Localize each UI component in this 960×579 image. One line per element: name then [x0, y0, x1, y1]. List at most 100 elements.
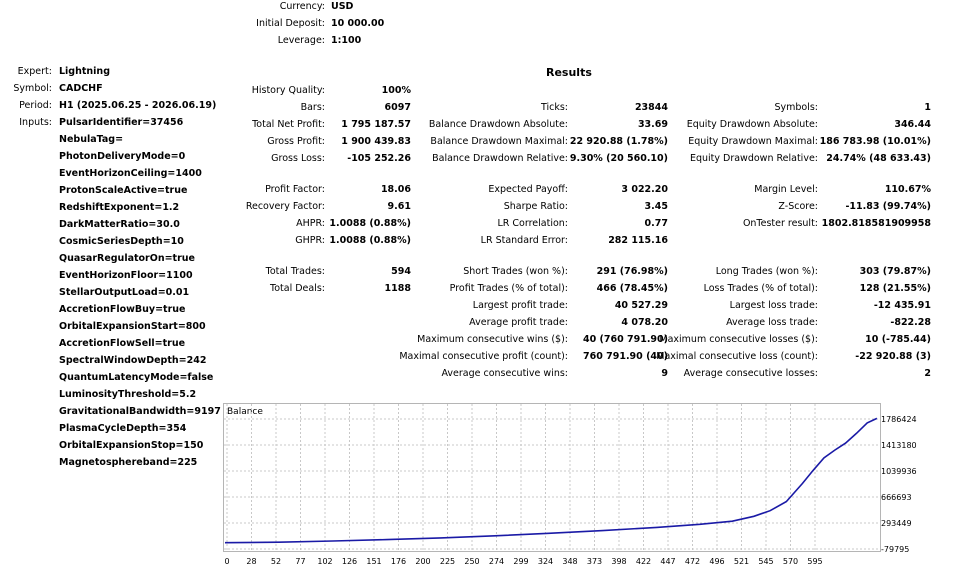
result-label: LR Standard Error:	[480, 235, 568, 246]
result-value: 1.0088 (0.88%)	[329, 218, 411, 229]
result-label: Gross Profit:	[267, 136, 325, 147]
input-parameter: AccretionFlowSell=true	[59, 338, 186, 349]
result-value: 303 (79.87%)	[859, 266, 931, 277]
result-label: GHPR:	[295, 235, 325, 246]
x-tick-label: 545	[758, 557, 773, 566]
x-tick-label: 77	[295, 557, 305, 566]
x-tick-label: 398	[611, 557, 626, 566]
result-label: Average loss trade:	[726, 317, 818, 328]
currency-label: Currency:	[279, 1, 325, 12]
input-parameter: CosmicSeriesDepth=10	[59, 236, 184, 247]
result-label: Profit Trades (% of total):	[449, 283, 568, 294]
input-parameter: GravitationalBandwidth=9197	[59, 406, 221, 417]
result-label: Margin Level:	[754, 184, 818, 195]
result-value: -105 252.26	[347, 153, 411, 164]
inputs-label: Inputs:	[19, 117, 52, 128]
result-label: Equity Drawdown Maximal:	[688, 136, 818, 147]
currency-value: USD	[331, 1, 354, 12]
result-label: Largest loss trade:	[729, 300, 818, 311]
result-label: Long Trades (won %):	[715, 266, 818, 277]
y-tick-label: -79795	[881, 545, 909, 554]
input-parameter: EventHorizonFloor=1100	[59, 270, 193, 281]
x-tick-label: 250	[464, 557, 479, 566]
result-label: Balance Drawdown Absolute:	[428, 119, 568, 130]
x-tick-label: 299	[513, 557, 528, 566]
result-value: 33.69	[637, 119, 668, 130]
result-label: Profit Factor:	[265, 184, 325, 195]
result-label: Maximal consecutive loss (count):	[656, 351, 818, 362]
x-tick-label: 447	[660, 557, 675, 566]
period-label: Period:	[19, 100, 52, 111]
input-parameter: QuasarRegulatorOn=true	[59, 253, 195, 264]
initial-deposit-value: 10 000.00	[331, 18, 385, 29]
result-label: Average profit trade:	[469, 317, 568, 328]
result-value: 1802.818581909958	[821, 218, 931, 229]
input-parameter: PhotonDeliveryMode=0	[59, 151, 186, 162]
y-tick-label: 1413180	[881, 441, 917, 450]
result-label: Total Deals:	[270, 283, 325, 294]
result-value: 466 (78.45%)	[596, 283, 668, 294]
result-label: Balance Drawdown Relative:	[432, 153, 568, 164]
x-tick-label: 496	[709, 557, 724, 566]
input-parameter: DarkMatterRatio=30.0	[59, 219, 180, 230]
result-value: 9.30% (20 560.10)	[569, 153, 668, 164]
result-label: Total Trades:	[265, 266, 325, 277]
y-tick-label: 1786424	[881, 415, 917, 424]
input-parameter: AccretionFlowBuy=true	[59, 304, 186, 315]
result-value: -822.28	[890, 317, 931, 328]
y-tick-label: 1039936	[881, 467, 917, 476]
x-tick-label: 102	[317, 557, 332, 566]
input-parameter: OrbitalExpansionStop=150	[59, 440, 204, 451]
result-value: 128 (21.55%)	[859, 283, 931, 294]
result-value: 594	[391, 266, 411, 277]
y-tick-label: 293449	[881, 519, 912, 528]
input-parameter: RedshiftExponent=1.2	[59, 202, 180, 213]
x-tick-label: 422	[636, 557, 651, 566]
result-label: AHPR:	[296, 218, 325, 229]
result-label: LR Correlation:	[497, 218, 569, 229]
result-value: 0.77	[644, 218, 668, 229]
result-label: Symbols:	[774, 102, 818, 113]
result-value: 24.74% (48 633.43)	[826, 153, 931, 164]
x-tick-label: 151	[366, 557, 381, 566]
x-tick-label: 373	[587, 557, 602, 566]
result-value: 282 115.16	[608, 235, 668, 246]
input-parameter: QuantumLatencyMode=false	[59, 372, 214, 383]
result-value: 186 783.98 (10.01%)	[819, 136, 931, 147]
symbol-value: CADCHF	[59, 83, 103, 94]
result-label: Maximum consecutive wins ($):	[417, 334, 568, 345]
result-value: 1 900 439.83	[341, 136, 411, 147]
x-tick-label: 472	[685, 557, 700, 566]
x-tick-label: 521	[734, 557, 749, 566]
input-parameter: StellarOutputLoad=0.01	[59, 287, 190, 298]
results-title: Results	[546, 66, 592, 79]
result-label: Total Net Profit:	[252, 119, 325, 130]
result-label: Equity Drawdown Relative:	[689, 153, 818, 164]
input-parameter: PlasmaCycleDepth=354	[59, 423, 187, 434]
result-value: 3.45	[644, 201, 668, 212]
result-label: Loss Trades (% of total):	[703, 283, 818, 294]
result-value: 18.06	[380, 184, 411, 195]
result-label: Expected Payoff:	[488, 184, 568, 195]
x-tick-label: 595	[807, 557, 822, 566]
result-value: 4 078.20	[621, 317, 668, 328]
result-value: 40 (760 791.90)	[582, 334, 668, 345]
result-value: 1 795 187.57	[341, 119, 411, 130]
x-tick-label: 225	[440, 557, 455, 566]
x-tick-label: 176	[391, 557, 406, 566]
result-value: 760 791.90 (40)	[582, 351, 668, 362]
result-label: Short Trades (won %):	[463, 266, 568, 277]
result-value: 22 920.88 (1.78%)	[569, 136, 668, 147]
x-tick-label: 126	[342, 557, 357, 566]
input-parameter: LuminosityThreshold=5.2	[59, 389, 197, 400]
result-value: 346.44	[894, 119, 931, 130]
x-tick-label: 348	[562, 557, 577, 566]
result-label: Maximal consecutive profit (count):	[399, 351, 568, 362]
result-label: Balance Drawdown Maximal:	[430, 136, 568, 147]
input-parameter: OrbitalExpansionStart=800	[59, 321, 206, 332]
x-tick-label: 200	[415, 557, 430, 566]
x-tick-label: 0	[224, 557, 229, 566]
input-parameter: Magnetosphereband=225	[59, 457, 198, 468]
input-parameter: SpectralWindowDepth=242	[59, 355, 207, 366]
